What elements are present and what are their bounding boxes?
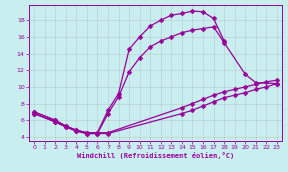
X-axis label: Windchill (Refroidissement éolien,°C): Windchill (Refroidissement éolien,°C) (77, 152, 234, 159)
